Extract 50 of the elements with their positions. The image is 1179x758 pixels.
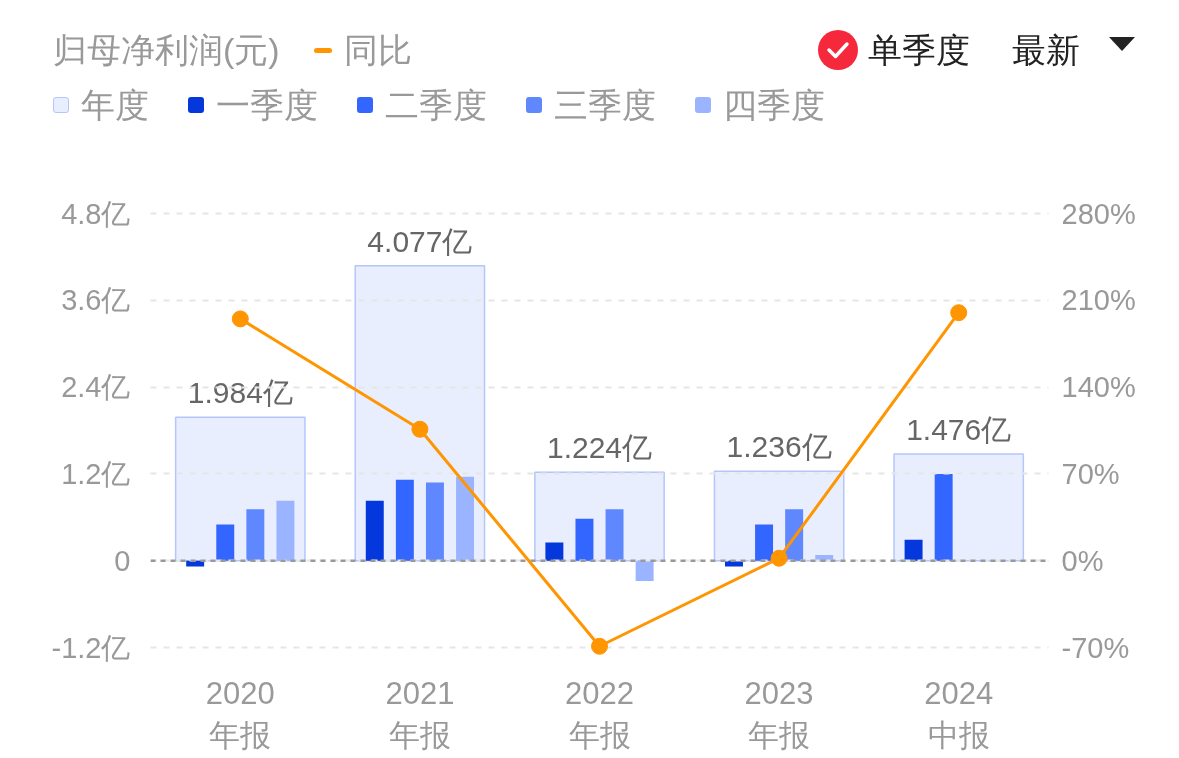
data-label: 1.224亿 [546, 431, 653, 465]
legend-label: 同比 [342, 30, 412, 70]
data-label: 1.476亿 [906, 412, 1012, 446]
bar [276, 500, 295, 561]
y-tick-label: 0 [114, 544, 131, 577]
x-tick-label: 2023 年报 [744, 675, 814, 753]
bar [575, 518, 594, 561]
x-tick-label: 2022 年报 [565, 675, 634, 753]
legend-label: 二季度 [384, 85, 487, 125]
x-tick-label: 2021 年报 [385, 675, 455, 753]
y2-tick-label: 0% [1061, 544, 1104, 577]
y2-tick-label: -70% [1061, 631, 1130, 664]
data-label: 1.236亿 [726, 430, 832, 464]
bar [934, 473, 953, 561]
y-tick-label: 1.2亿 [61, 457, 131, 490]
chart-title: 归母净利润(元) [53, 30, 280, 70]
y2-tick-label: 140% [1061, 371, 1136, 404]
bar [545, 542, 564, 561]
x-tick-label: 2020 年报 [205, 675, 275, 753]
point [411, 420, 429, 438]
bar [456, 476, 474, 561]
bar [246, 509, 265, 561]
bar [395, 479, 414, 561]
legend-label: 四季度 [722, 85, 825, 125]
text: 最新 [1012, 30, 1080, 70]
data-label: 4.077亿 [367, 224, 473, 258]
bar [904, 539, 923, 561]
point [950, 304, 968, 322]
y2-tick-label: 280% [1061, 197, 1136, 230]
bar [635, 560, 654, 581]
bar [216, 524, 235, 561]
point [231, 310, 249, 328]
y2-tick-label: 70% [1061, 457, 1120, 490]
text: 单季度 [868, 30, 970, 70]
bar [605, 509, 624, 561]
bar [425, 482, 444, 561]
y-tick-label: -1.2亿 [51, 631, 131, 664]
y-tick-label: 2.4亿 [61, 371, 131, 404]
point [770, 549, 788, 567]
bar [755, 524, 774, 561]
y2-tick-label: 210% [1061, 284, 1136, 317]
data-label: 1.984亿 [187, 376, 293, 410]
point [591, 637, 608, 655]
legend-label: 年度 [80, 85, 149, 125]
y-tick-label: 3.6亿 [61, 284, 131, 317]
x-tick-label: 2024 中报 [924, 675, 994, 753]
legend-label: 一季度 [215, 85, 318, 125]
legend-label: 三季度 [553, 85, 656, 125]
bar [365, 500, 384, 561]
y-tick-label: 4.8亿 [61, 197, 131, 230]
